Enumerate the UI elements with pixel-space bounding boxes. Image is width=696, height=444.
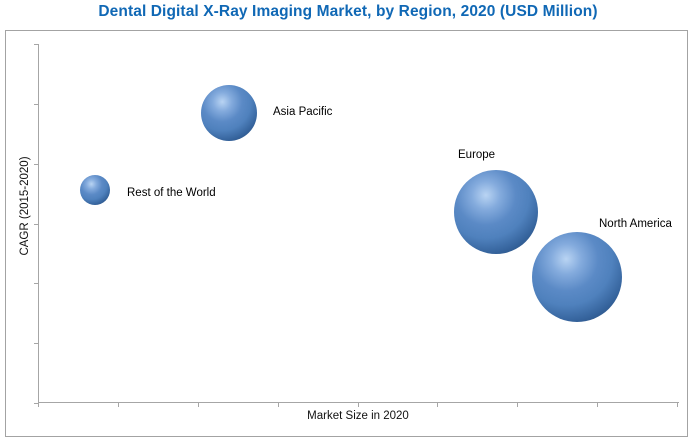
bubble-europe (454, 170, 538, 254)
x-axis-tick (677, 403, 678, 407)
x-axis-title: Market Size in 2020 (307, 410, 409, 422)
bubble-label-rest-of-the-world: Rest of the World (127, 187, 216, 199)
x-axis-tick (437, 403, 438, 407)
y-axis-tick (34, 44, 38, 45)
y-axis-tick (34, 224, 38, 225)
bubble-rest-of-the-world (80, 175, 110, 205)
x-axis-tick (118, 403, 119, 407)
x-axis-tick (358, 403, 359, 407)
y-axis-tick (34, 104, 38, 105)
chart-title: Dental Digital X-Ray Imaging Market, by … (98, 3, 598, 20)
x-axis-tick (278, 403, 279, 407)
x-axis-tick (597, 403, 598, 407)
x-axis-tick (517, 403, 518, 407)
bubble-north-america (532, 232, 622, 322)
bubble-label-north-america: North America (599, 218, 672, 230)
x-axis-tick (38, 403, 39, 407)
y-axis-tick (34, 283, 38, 284)
bubble-label-europe: Europe (458, 149, 496, 161)
y-axis-tick (34, 403, 38, 404)
x-axis-tick (198, 403, 199, 407)
x-axis-line (38, 402, 679, 403)
y-axis-tick (34, 164, 38, 165)
y-axis-title: CAGR (2015-2020) (19, 156, 31, 256)
y-axis-line (38, 44, 39, 403)
y-axis-tick (34, 343, 38, 344)
bubble-label-asia-pacific: Asia Pacific (273, 106, 333, 118)
bubble-asia-pacific (201, 85, 257, 141)
